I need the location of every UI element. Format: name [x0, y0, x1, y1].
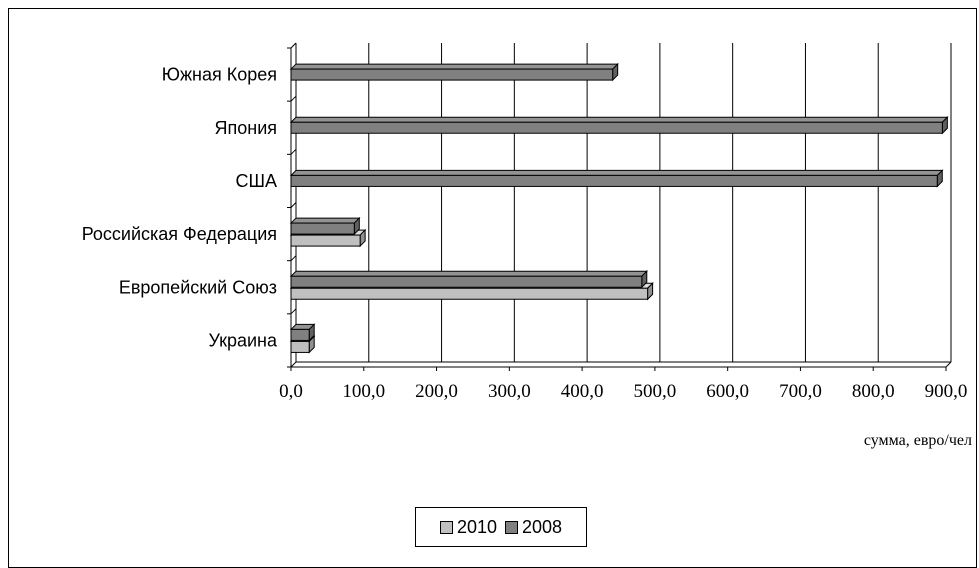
x-tick-label-3: 300,0: [488, 381, 531, 402]
bar-2008-5-top: [289, 63, 619, 70]
bar-2008-4-top: [289, 116, 949, 123]
legend: 2010 2008: [415, 507, 587, 547]
bar-2008-3: [290, 174, 938, 187]
legend-swatch-2010: [439, 520, 453, 534]
bar-2010-0: [290, 340, 310, 353]
category-label-3: США: [235, 171, 277, 191]
bar-2008-5: [290, 68, 614, 81]
bar-2010-1: [290, 287, 649, 300]
x-tick-label-4: 400,0: [561, 381, 604, 402]
plot-area: 0,0 100,0 200,0 300,0 400,0 500,0 600,0 700,0 80…: [82, 42, 968, 402]
legend-item-2010: 2010: [439, 516, 497, 538]
bar-2008-4: [290, 121, 943, 134]
y-tick-depth-2: [290, 255, 297, 262]
bar-2008-1-top: [289, 270, 648, 277]
x-tick-label-7: 700,0: [779, 381, 822, 402]
bar-2008-3-top: [289, 169, 944, 176]
legend-item-2008: 2008: [505, 517, 562, 538]
legend-swatch-2008: [505, 520, 518, 534]
y-tick-depth-1: [290, 308, 297, 315]
x-tick-label-8: 800,0: [852, 381, 895, 402]
bar-2008-2-top: [289, 217, 361, 224]
bar-2008-2: [290, 222, 355, 235]
y-tick-depth-0: [290, 361, 297, 368]
category-label-1: Европейский Союз: [119, 277, 277, 297]
x-tick-label-2: 200,0: [415, 381, 458, 402]
x-axis-end-edge: [945, 361, 952, 368]
x-tick-label-6: 600,0: [706, 381, 749, 402]
x-tick-label-5: 500,0: [634, 381, 677, 402]
bar-chart: 0,0 100,0 200,0 300,0 400,0 500,0 600,0 700,0 80…: [82, 42, 972, 449]
category-label-2: Российская Федерация: [82, 224, 277, 244]
category-label-5: Южная Корея: [162, 65, 277, 85]
category-label-0: Украина: [208, 330, 278, 350]
bar-2008-0: [290, 328, 310, 341]
legend-label-2010: 2010: [456, 516, 497, 537]
x-axis-title: сумма, евро/чел: [864, 432, 972, 449]
legend-label-2008: 2008: [522, 516, 563, 537]
y-tick-depth-4: [290, 148, 297, 155]
category-label-4: Япония: [215, 118, 278, 138]
bar-2008-1: [290, 275, 643, 288]
y-tick-depth-3: [290, 202, 297, 208]
x-tick-label-0: 0,0: [279, 381, 303, 402]
y-tick-depth-6: [290, 42, 297, 49]
bar-2010-2: [290, 234, 361, 247]
x-tick-label-1: 100,0: [342, 381, 385, 402]
y-tick-depth-5: [290, 95, 297, 102]
x-tick-label-9: 900,0: [925, 381, 968, 402]
